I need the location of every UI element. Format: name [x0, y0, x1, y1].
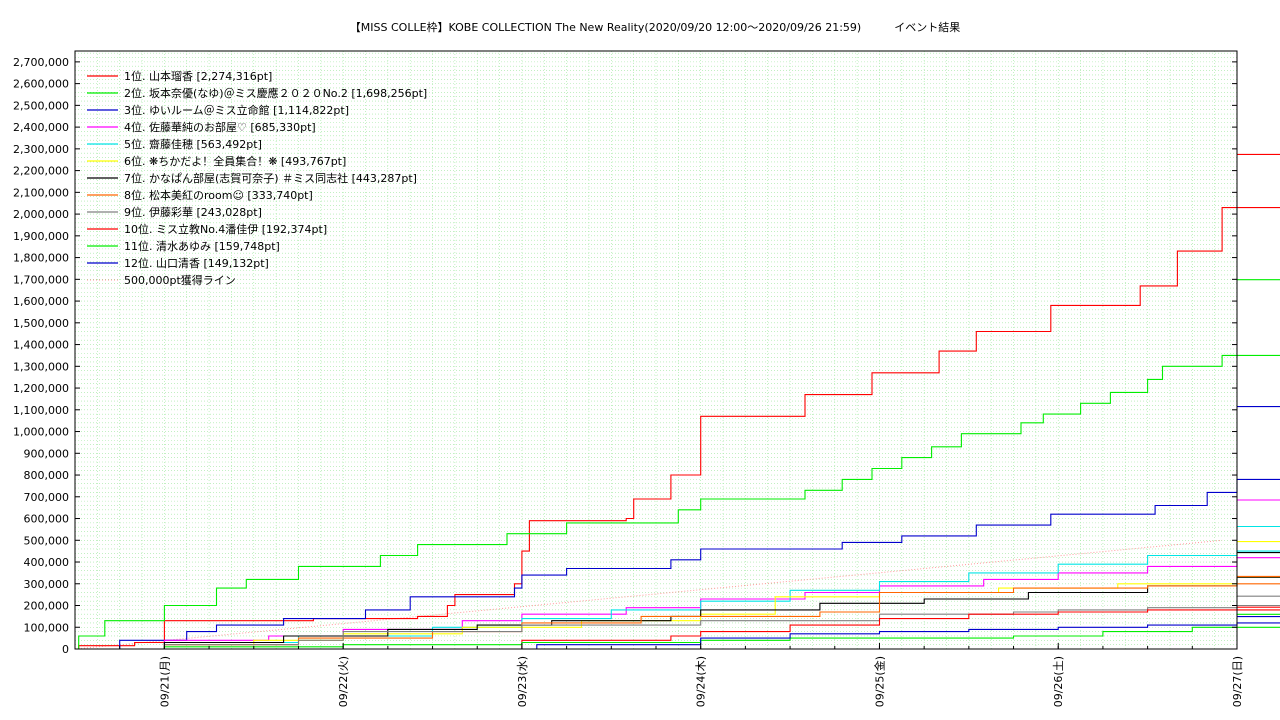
series-line-2	[75, 279, 1280, 650]
y-tick-label: 1,200,000	[13, 382, 69, 395]
y-tick-label: 1,000,000	[13, 426, 69, 439]
legend-label-1: 1位. 山本瑠香 [2,274,316pt]	[124, 69, 272, 83]
legend-label-6: 6位. ❋ちかだよ！全員集合！❋ [493,767pt]	[124, 154, 346, 168]
y-tick-label: 500,000	[24, 534, 70, 547]
series-line-5	[75, 525, 1280, 650]
x-tick-label: 09/26(土)	[1052, 656, 1065, 707]
y-tick-label: 400,000	[24, 556, 70, 569]
legend-label-7: 7位. かなぱん部屋(志賀可奈子) ＃ミス同志社 [443,287pt]	[124, 171, 417, 185]
y-tick-label: 300,000	[24, 578, 70, 591]
series-line-12	[507, 616, 1280, 650]
y-tick-label: 0	[62, 643, 69, 656]
axes: 0 100,000 200,000 300,000 400,000 500,000 600,…	[13, 56, 1244, 707]
y-tick-label: 200,000	[24, 600, 70, 613]
x-tick-label: 09/23(水)	[516, 656, 529, 707]
y-tick-label: 1,400,000	[13, 339, 69, 352]
y-tick-label: 2,100,000	[13, 186, 69, 199]
chart-title: 【MISS COLLE枠】KOBE COLLECTION The New Rea…	[349, 21, 961, 34]
x-tick-label: 09/27(日)	[1231, 656, 1244, 707]
y-tick-label: 1,700,000	[13, 273, 69, 286]
legend-label-4: 4位. 佐藤華純のお部屋♡ [685,330pt]	[124, 120, 316, 134]
y-tick-label: 2,600,000	[13, 78, 69, 91]
y-tick-label: 2,300,000	[13, 143, 69, 156]
y-tick-label: 1,100,000	[13, 404, 69, 417]
y-tick-label: 1,800,000	[13, 252, 69, 265]
y-tick-label: 1,300,000	[13, 360, 69, 373]
series-line-8	[75, 575, 1280, 650]
x-tick-label: 09/24(木)	[695, 656, 708, 707]
legend-label-8: 8位. 松本美紅のroom☺ [333,740pt]	[124, 188, 313, 202]
y-tick-label: 1,500,000	[13, 317, 69, 330]
x-tick-label: 09/25(金)	[872, 656, 886, 707]
legend-label-reference: 500,000pt獲得ライン	[124, 274, 236, 287]
y-tick-label: 900,000	[24, 447, 70, 460]
legend-label-12: 12位. 山口清香 [149,132pt]	[124, 256, 269, 270]
series-line-4	[75, 499, 1280, 650]
y-tick-label: 2,200,000	[13, 165, 69, 178]
legend-label-10: 10位. ミス立教No.4潘佳伊 [192,374pt]	[124, 222, 327, 236]
legend: 1位. 山本瑠香 [2,274,316pt] 2位. 坂本奈優(なゆ)＠ミス慶應２…	[87, 69, 427, 287]
x-tick-label: 09/22(火)	[337, 656, 350, 707]
legend-label-3: 3位. ゆいルーム＠ミス立命館 [1,114,822pt]	[124, 103, 349, 117]
legend-label-2: 2位. 坂本奈優(なゆ)＠ミス慶應２０２０No.2 [1,698,256pt]	[124, 86, 427, 100]
y-tick-label: 2,700,000	[13, 56, 69, 69]
series-layer	[75, 153, 1280, 650]
series-line-3	[75, 406, 1280, 650]
y-tick-label: 2,000,000	[13, 208, 69, 221]
y-tick-label: 800,000	[24, 469, 70, 482]
legend-label-9: 9位. 伊藤彩華 [243,028pt]	[124, 205, 262, 219]
y-tick-label: 600,000	[24, 513, 70, 526]
legend-label-11: 11位. 清水あゆみ [159,748pt]	[124, 239, 280, 253]
y-tick-label: 1,600,000	[13, 295, 69, 308]
x-tick-label: 09/21(月)	[158, 656, 171, 707]
legend-label-5: 5位. 齋藤佳穂 [563,492pt]	[124, 137, 262, 151]
y-tick-label: 2,500,000	[13, 99, 69, 112]
y-tick-label: 1,900,000	[13, 230, 69, 243]
y-tick-label: 100,000	[24, 621, 70, 634]
y-tick-label: 2,400,000	[13, 121, 69, 134]
reference-line-layer	[74, 539, 1223, 650]
series-line-7	[75, 552, 1280, 650]
reference-line	[74, 539, 1223, 650]
y-tick-label: 700,000	[24, 491, 70, 504]
series-line-10	[492, 606, 1280, 650]
grid	[74, 51, 1238, 650]
series-line-9	[75, 595, 1280, 650]
